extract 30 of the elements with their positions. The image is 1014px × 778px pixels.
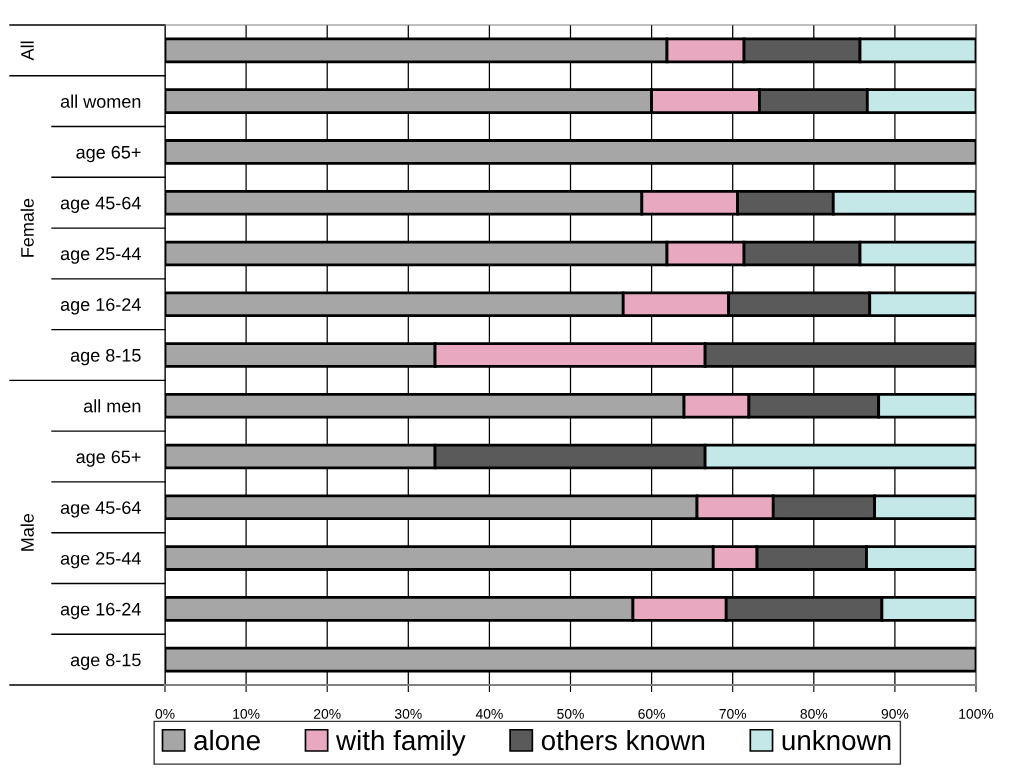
legend-label: with family [335,729,466,756]
x-tick-label: 60% [638,708,666,719]
x-tick-label: 70% [719,708,747,719]
x-tick-label: 50% [557,708,584,719]
legend-label: others known [541,729,705,751]
x-tick-label: 90% [881,708,909,719]
y-tick-label: age 8-15 [70,653,141,670]
y-tick-label: age 8-15 [70,348,141,366]
x-tick-label: 40% [475,708,503,719]
y-tick-label: age 65+ [76,450,141,467]
y-tick-label: age 25-44 [60,247,141,264]
text: All [20,41,34,61]
y-tick-label: age 25-44 [60,552,141,569]
legend-label: alone [194,729,260,751]
text: Female [20,198,34,257]
y-tick-label: age 45-64 [60,196,141,213]
x-tick-label: 100% [959,708,994,719]
y-tick-label: age 45-64 [60,501,141,518]
text: Male [20,513,34,551]
y-tick-label: age 65+ [76,145,141,163]
y-tick-label: age 16-24 [60,602,141,620]
x-tick-label: 20% [314,708,341,719]
x-tick-label: 0% [155,708,175,719]
legend-label: unknown [782,729,891,751]
y-tick-label: all women [60,94,141,108]
x-tick-label: 30% [394,708,422,719]
y-tick-label: age 16-24 [60,298,141,315]
x-tick-label: 10% [233,708,260,719]
y-tick-label: all men [83,399,141,413]
x-tick-label: 80% [800,708,828,719]
